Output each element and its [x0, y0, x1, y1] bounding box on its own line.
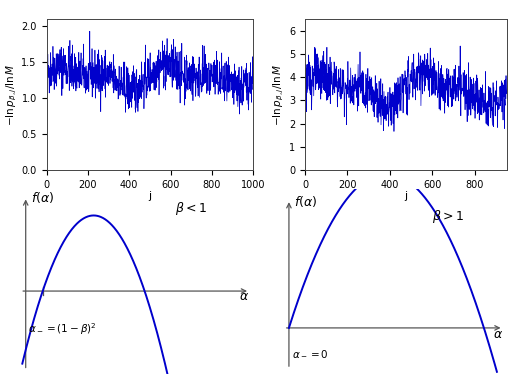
Text: $\beta > 1$: $\beta > 1$	[432, 208, 464, 225]
Text: $\alpha_- = (1-\beta)^2$: $\alpha_- = (1-\beta)^2$	[28, 321, 97, 337]
Y-axis label: $-\ln p_{\beta,j}/\ln M$: $-\ln p_{\beta,j}/\ln M$	[272, 63, 286, 126]
X-axis label: j: j	[148, 191, 151, 201]
Text: $\alpha_- = 0$: $\alpha_- = 0$	[292, 349, 329, 359]
Text: $\alpha$: $\alpha$	[239, 290, 250, 303]
Text: $f(\alpha)$: $f(\alpha)$	[294, 195, 317, 209]
X-axis label: j: j	[404, 191, 407, 201]
Text: $\beta < 1$: $\beta < 1$	[175, 200, 207, 217]
Text: $f(\alpha)$: $f(\alpha)$	[31, 190, 54, 205]
Y-axis label: $-\ln p_{\beta,j}/\ln M$: $-\ln p_{\beta,j}/\ln M$	[4, 63, 19, 126]
Text: $\alpha$: $\alpha$	[493, 328, 503, 341]
